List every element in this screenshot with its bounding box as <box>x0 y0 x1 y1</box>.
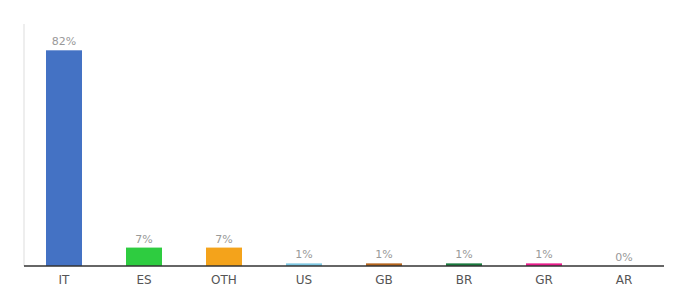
data-label: 1% <box>535 248 552 261</box>
chart-container: 82% 7% 7% 1% 1% 1% 1% 0% IT ES OTH US GB BR GR AR <box>0 0 680 300</box>
data-label: 1% <box>375 248 392 261</box>
bar <box>126 248 162 266</box>
x-tick-label: AR <box>616 273 633 287</box>
y-axis-line <box>24 24 25 266</box>
chart: 82% 7% 7% 1% 1% 1% 1% 0% IT ES OTH US GB BR GR AR <box>0 0 680 300</box>
x-axis-line <box>24 265 664 267</box>
x-tick-label: ES <box>136 273 151 287</box>
x-tick-label: IT <box>59 273 71 287</box>
bar <box>46 50 82 266</box>
data-label: 1% <box>455 248 472 261</box>
data-label: 0% <box>615 251 632 264</box>
data-label: 82% <box>52 35 76 48</box>
data-label: 7% <box>135 233 152 246</box>
x-tick-label: GB <box>375 273 393 287</box>
x-tick-label: GR <box>535 273 553 287</box>
x-tick-label: BR <box>456 273 473 287</box>
bar <box>206 248 242 266</box>
x-tick-label: OTH <box>211 273 237 287</box>
bars <box>46 50 562 266</box>
data-label: 7% <box>215 233 232 246</box>
x-tick-label: US <box>296 273 312 287</box>
data-label: 1% <box>295 248 312 261</box>
